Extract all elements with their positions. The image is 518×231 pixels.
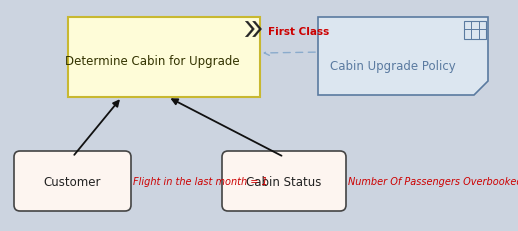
FancyBboxPatch shape: [222, 151, 346, 211]
Text: First Class: First Class: [268, 27, 329, 37]
Text: Flight in the last month = 1: Flight in the last month = 1: [133, 176, 268, 186]
FancyBboxPatch shape: [68, 18, 260, 97]
Text: Customer: Customer: [44, 175, 101, 188]
Polygon shape: [246, 22, 254, 38]
Polygon shape: [318, 18, 488, 96]
FancyBboxPatch shape: [464, 22, 486, 40]
FancyBboxPatch shape: [14, 151, 131, 211]
Text: Number Of Passengers Overbooked = 10: Number Of Passengers Overbooked = 10: [348, 176, 518, 186]
Text: Determine Cabin for Upgrade: Determine Cabin for Upgrade: [65, 55, 240, 68]
Text: Cabin Upgrade Policy: Cabin Upgrade Policy: [330, 60, 456, 73]
Polygon shape: [253, 22, 262, 38]
Text: Cabin Status: Cabin Status: [247, 175, 322, 188]
